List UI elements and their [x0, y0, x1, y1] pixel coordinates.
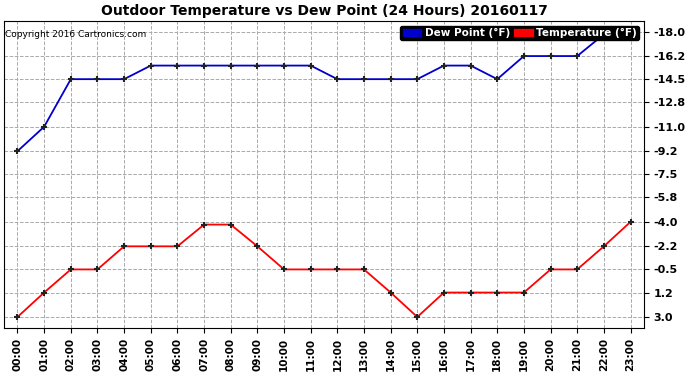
Text: Copyright 2016 Cartronics.com: Copyright 2016 Cartronics.com [6, 30, 147, 39]
Legend: Dew Point (°F), Temperature (°F): Dew Point (°F), Temperature (°F) [400, 26, 639, 40]
Title: Outdoor Temperature vs Dew Point (24 Hours) 20160117: Outdoor Temperature vs Dew Point (24 Hou… [101, 4, 547, 18]
